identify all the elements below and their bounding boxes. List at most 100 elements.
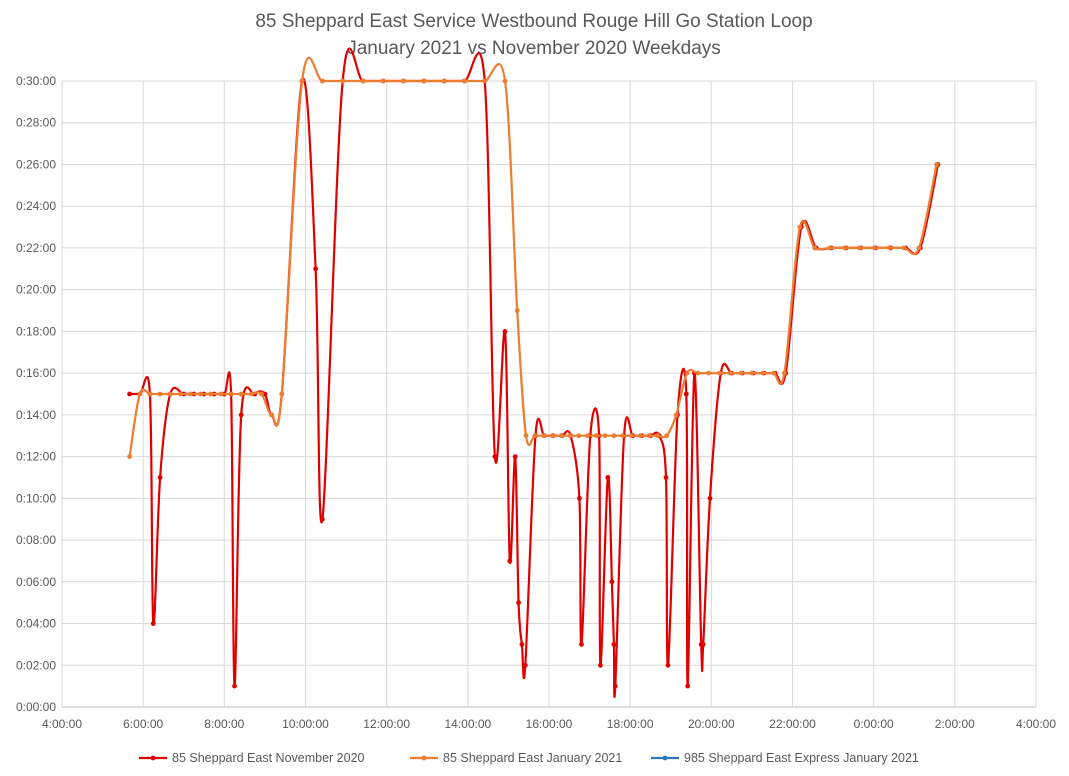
x-tick-label: 8:00:00: [204, 717, 244, 731]
chart-title-line-1: 85 Sheppard East Service Westbound Rouge…: [255, 11, 812, 32]
data-point: [127, 454, 132, 459]
data-point: [360, 78, 366, 84]
y-tick-label: 0:18:00: [16, 324, 56, 338]
data-point: [685, 683, 691, 689]
data-point: [262, 391, 268, 397]
data-point: [492, 454, 498, 459]
legend-label: 85 Sheppard East January 2021: [443, 751, 622, 765]
data-point: [150, 621, 156, 626]
data-point: [663, 475, 669, 480]
data-point: [611, 642, 617, 647]
data-point: [218, 391, 224, 397]
legend-label: 85 Sheppard East November 2020: [172, 751, 365, 765]
y-tick-label: 0:28:00: [16, 116, 56, 130]
data-point: [934, 162, 939, 167]
data-point: [612, 683, 618, 689]
data-point: [208, 391, 214, 397]
data-point: [380, 78, 386, 84]
data-point: [137, 391, 143, 397]
legend-swatch-marker: [421, 755, 427, 761]
x-tick-label: 22:00:00: [769, 717, 816, 731]
data-point: [609, 579, 615, 585]
legend-item: 85 Sheppard East January 2021: [410, 751, 622, 765]
y-tick-label: 0:26:00: [16, 157, 56, 171]
data-point: [707, 495, 713, 501]
y-tick-label: 0:30:00: [16, 74, 56, 88]
y-tick-label: 0:14:00: [16, 408, 56, 422]
data-point: [871, 245, 877, 251]
x-tick-label: 20:00:00: [688, 717, 735, 731]
data-point: [695, 370, 701, 376]
x-tick-label: 18:00:00: [607, 717, 654, 731]
data-point: [514, 308, 520, 313]
data-point: [577, 495, 582, 501]
data-point: [313, 266, 318, 272]
data-point: [340, 78, 346, 84]
y-tick-label: 0:08:00: [16, 533, 56, 547]
y-tick-label: 0:10:00: [16, 491, 56, 505]
x-tick-label: 12:00:00: [363, 717, 410, 731]
data-point: [886, 245, 892, 251]
data-point: [320, 78, 325, 84]
data-point: [760, 370, 766, 376]
data-point: [127, 391, 132, 397]
data-point: [827, 245, 833, 251]
legend-item: 85 Sheppard East November 2020: [139, 751, 365, 765]
x-tick-label: 4:00:00: [1016, 717, 1056, 731]
data-point: [593, 433, 599, 439]
data-point: [602, 433, 608, 439]
data-point: [706, 370, 711, 376]
chart-title-line-2: January 2021 vs November 2020 Weekdays: [347, 38, 721, 59]
y-tick-label: 0:06:00: [16, 575, 56, 589]
data-point: [576, 433, 582, 439]
data-point: [198, 391, 204, 397]
data-point: [646, 433, 652, 439]
x-axis-tick-labels: 4:00:00 6:00:00 8:00:00 10:00:00 12:00:00 14:…: [42, 717, 1056, 731]
data-point: [522, 662, 528, 668]
data-point: [684, 370, 690, 376]
series-line: [128, 56, 938, 457]
data-point: [717, 370, 722, 376]
data-point: [749, 370, 755, 376]
data-point: [299, 78, 305, 84]
data-point: [532, 433, 538, 439]
legend-swatch-marker: [150, 755, 156, 761]
x-tick-label: 2:00:00: [935, 717, 975, 731]
data-point: [579, 642, 584, 647]
data-point: [519, 642, 525, 647]
y-tick-label: 0:20:00: [16, 283, 56, 297]
data-point: [727, 370, 733, 376]
x-tick-label: 10:00:00: [282, 717, 329, 731]
data-point: [523, 433, 529, 439]
data-point: [320, 516, 325, 522]
data-point: [812, 245, 818, 251]
data-point: [269, 412, 275, 418]
data-point: [178, 391, 183, 397]
data-point: [558, 433, 564, 439]
data-point: [683, 391, 689, 397]
data-point: [516, 600, 521, 606]
data-point: [512, 454, 518, 459]
data-point: [637, 433, 643, 439]
data-point: [502, 329, 508, 334]
data-point: [605, 475, 611, 480]
x-tick-label: 16:00:00: [526, 717, 573, 731]
data-point: [157, 391, 163, 397]
legend-swatch-marker: [662, 755, 668, 761]
data-point: [738, 370, 744, 376]
data-point: [771, 370, 776, 376]
data-point: [857, 245, 862, 251]
data-point: [842, 245, 847, 251]
series-group: [127, 47, 941, 698]
y-tick-label: 0:16:00: [16, 366, 56, 380]
data-point: [901, 245, 907, 251]
data-point: [567, 433, 573, 439]
data-point: [279, 391, 285, 397]
legend: 85 Sheppard East November 2020 85 Sheppar…: [139, 751, 919, 765]
y-tick-label: 0:02:00: [16, 658, 56, 672]
x-tick-label: 14:00:00: [444, 717, 491, 731]
data-point: [238, 391, 244, 397]
data-point: [541, 433, 546, 439]
